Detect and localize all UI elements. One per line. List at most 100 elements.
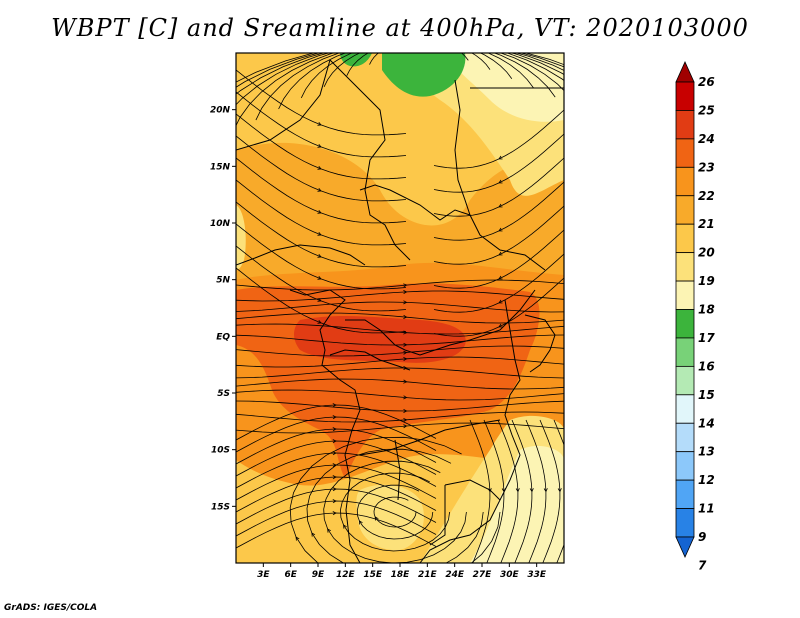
border-line [419,479,501,563]
colorbar-swatch [675,110,695,140]
lat-tick-label: 5S [217,389,230,399]
lat-tick-label: 10S [211,446,230,456]
colorbar-swatch [675,195,695,225]
border-line [454,79,546,271]
field-zone-21-north [236,142,564,290]
streamline-arrow [358,520,363,525]
streamline [236,53,564,106]
streamline-arrow [317,187,322,192]
colorbar-swatch [675,451,695,481]
streamline-arrow [332,511,337,516]
colorbar-swatch [675,61,695,83]
streamline [306,448,484,563]
border-line [499,299,521,501]
colorbar-label: 13 [698,445,715,459]
streamline-arrow [415,39,418,42]
field-zone-19-west [236,205,246,270]
streamlines [236,39,564,563]
lon-tick-label: 9E [312,570,325,580]
streamline-arrow [415,39,418,42]
streamline [340,472,450,552]
lat-tick-label: 20N [210,106,231,116]
streamline-arrow [498,275,503,280]
lat-tick-label: 10N [210,219,231,229]
streamline [236,400,564,412]
lat-tick-label: 15N [210,162,231,172]
streamline [278,53,556,110]
streamline-arrow [403,408,408,413]
colorbar-swatch [675,138,695,168]
colorbar-swatch [675,365,695,396]
lon-tick-label: 27E [473,570,493,580]
streamline [356,484,434,540]
colorbar-swatch [675,309,695,339]
streamline-arrow [332,475,337,480]
lon-tick-label: 3E [257,570,270,580]
streamline-arrow [327,528,331,533]
wbpt-field [236,53,564,563]
border-line [289,289,361,563]
lat-tick-label: 5N [216,276,230,286]
streamline-arrow [515,488,520,493]
streamline-arrow [403,366,408,371]
streamline-arrow [317,253,322,258]
border-line [345,289,536,356]
colorbar-label: 22 [698,189,715,203]
streamline-arrow [317,209,322,214]
map-title: WBPT [C] and Sreamline at 400hPa, VT: 20… [51,14,749,42]
streamline-arrow [403,357,408,362]
map-axes: 20N 15N 10N 5N EQ 5S 10S 15S 3E 6E 9E 12E 15E 18E 21E 2… [210,106,547,580]
streamline-arrow [557,488,562,493]
border-line [524,314,556,373]
streamline [373,496,417,528]
streamline-arrow [317,275,322,280]
streamline-arrow [317,165,322,170]
colorbar-label: 11 [698,502,715,516]
streamline-arrow [416,39,419,42]
streamline-arrow [403,424,408,429]
streamline-arrow [332,415,337,420]
streamline-arrow [529,488,534,493]
streamline-arrow [416,39,419,42]
streamline-arrow [498,323,503,328]
streamline-arrow [317,143,322,148]
streamline-arrow [332,487,337,492]
streamline [236,356,564,368]
streamline-arrow [498,203,503,208]
border-line [359,419,501,456]
border-line [429,485,446,546]
lon-tick-label: 33E [527,570,547,580]
streamline-arrow [416,39,419,42]
border-line [236,59,331,151]
streamline-arrow [403,379,408,384]
colorbar-label: 20 [698,246,715,260]
lon-tick-label: 12E [336,570,356,580]
colorbar-swatch [675,223,695,254]
streamline [236,378,564,390]
country-borders [236,59,564,563]
lon-tick-label: 21E [418,570,438,580]
streamline [236,279,564,291]
streamline-arrow [498,227,503,232]
streamline-arrow [414,39,417,42]
colorbar-swatch [675,422,695,453]
streamline-arrow [332,427,337,432]
colorbar-swatch [675,81,695,111]
field-zone-17-north-small [340,53,372,67]
streamline-arrow [498,179,503,184]
colorbar-swatch [675,508,695,538]
streamline-arrow [498,251,503,256]
streamline-arrow [317,319,322,324]
streamline-arrow [403,350,408,355]
streamline [300,53,534,99]
border-line [236,244,366,266]
colorbar-swatch [675,394,695,424]
lon-tick-label: 6E [284,570,297,580]
lon-tick-label: 24E [445,570,465,580]
streamline [236,422,564,434]
streamline [236,301,564,313]
colorbar-label: 16 [698,359,715,373]
lat-tick-label: 15S [211,502,230,512]
colorbar: 26 25 24 23 22 21 20 19 18 17 16 15 14 13 12 11 9 7 [675,61,715,572]
streamline-arrow [403,314,408,319]
